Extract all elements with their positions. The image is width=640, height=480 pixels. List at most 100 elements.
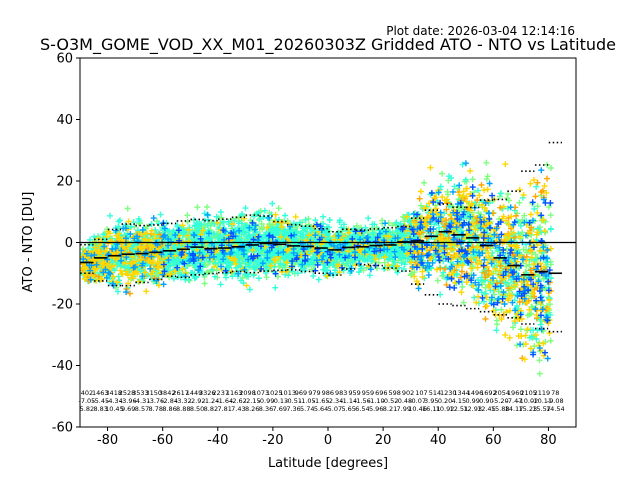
x-tick-label: -80 bbox=[97, 433, 118, 448]
bin-mean-label: -1.14 bbox=[340, 397, 357, 405]
bin-count-label: 2237 bbox=[212, 389, 229, 397]
bin-mean-label: -7.47 bbox=[506, 397, 523, 405]
bin-count-label: 2098 bbox=[239, 389, 256, 397]
bin-count-label: 1230 bbox=[440, 389, 457, 397]
bin-mean-label: 0.20 bbox=[438, 397, 452, 405]
bin-mean-label: -2.34 bbox=[326, 397, 343, 405]
bin-std-label: 15.23 bbox=[518, 405, 537, 413]
bin-mean-label: -4.31 bbox=[134, 397, 151, 405]
bin-count-label: 1163 bbox=[226, 389, 243, 397]
bin-mean-label: -9.08 bbox=[547, 397, 564, 405]
bin-mean-label: -0.99 bbox=[258, 397, 275, 405]
bin-mean-label: -4.34 bbox=[106, 397, 123, 405]
bin-std-label: 14.54 bbox=[546, 405, 565, 413]
bin-std-label: 12.51 bbox=[450, 405, 469, 413]
x-tick-label: 20 bbox=[375, 433, 392, 448]
bin-count-label: 983 bbox=[335, 389, 347, 397]
y-tick-label: -40 bbox=[52, 359, 73, 374]
bin-std-label: 5.64 bbox=[314, 405, 328, 413]
bin-count-label: 107 bbox=[415, 389, 427, 397]
bin-count-label: 959 bbox=[362, 389, 374, 397]
bin-mean-label: -1.10 bbox=[368, 397, 385, 405]
bin-std-label: 10.45 bbox=[105, 405, 124, 413]
y-tick-label: 20 bbox=[56, 175, 73, 190]
bin-std-label: 7.81 bbox=[217, 405, 231, 413]
bin-count-label: 1496 bbox=[467, 389, 484, 397]
bin-mean-label: -0.13 bbox=[271, 397, 288, 405]
bin-std-label: 10.46 bbox=[408, 405, 427, 413]
bin-count-label: 1344 bbox=[453, 389, 470, 397]
bin-std-label: 5.96 bbox=[369, 405, 383, 413]
bin-count-label: 3150 bbox=[146, 389, 163, 397]
bin-count-label: 3418 bbox=[105, 389, 122, 397]
x-tick-label: -40 bbox=[207, 433, 228, 448]
bin-count-label: 3326 bbox=[199, 389, 216, 397]
bin-count-label: 402 bbox=[81, 389, 93, 397]
bin-mean-label: -3.32 bbox=[175, 397, 192, 405]
bin-std-label: 8.57 bbox=[135, 405, 149, 413]
bin-std-label: 12.93 bbox=[463, 405, 482, 413]
bin-count-label: 1449 bbox=[186, 389, 203, 397]
bin-count-label: 1073 bbox=[253, 389, 270, 397]
x-tick-label: -60 bbox=[152, 433, 173, 448]
bin-count-label: 598 bbox=[388, 389, 400, 397]
bin-mean-label: -10.02 bbox=[517, 397, 538, 405]
x-tick-label: 40 bbox=[430, 433, 447, 448]
bin-std-label: 6.54 bbox=[355, 405, 369, 413]
bin-mean-label: -5.20 bbox=[492, 397, 509, 405]
bin-std-label: 8.82 bbox=[204, 405, 218, 413]
bin-mean-label: -2.92 bbox=[189, 397, 206, 405]
bin-mean-label: -5.45 bbox=[92, 397, 109, 405]
bin-std-label: 5.07 bbox=[328, 405, 342, 413]
bin-mean-label: -2.62 bbox=[230, 397, 247, 405]
bin-std-label: 7.99 bbox=[397, 405, 411, 413]
bin-std-label: 5.65 bbox=[341, 405, 355, 413]
bin-mean-label: 4.15 bbox=[452, 397, 466, 405]
bin-std-label: 5.82 bbox=[80, 405, 94, 413]
bin-mean-label: -3.96 bbox=[120, 397, 137, 405]
bin-count-label: 986 bbox=[322, 389, 334, 397]
bin-std-label: 7.43 bbox=[231, 405, 245, 413]
bin-std-label: 8.88 bbox=[176, 405, 190, 413]
bin-mean-label: -0.52 bbox=[382, 397, 399, 405]
x-tick-label: 0 bbox=[324, 433, 332, 448]
bin-std-label: 7.36 bbox=[286, 405, 300, 413]
bin-mean-label: -2.84 bbox=[161, 397, 178, 405]
bin-std-label: 14.17 bbox=[505, 405, 524, 413]
bin-count-label: 2528 bbox=[119, 389, 136, 397]
bin-std-label: 16.11 bbox=[422, 405, 441, 413]
bin-std-label: 8.36 bbox=[259, 405, 273, 413]
bin-count-label: 979 bbox=[308, 389, 320, 397]
bin-count-label: 2119 bbox=[534, 389, 551, 397]
bin-mean-label: -1.56 bbox=[354, 397, 371, 405]
bin-count-label: 514 bbox=[429, 389, 441, 397]
y-tick-label: 40 bbox=[56, 113, 73, 128]
bin-std-label: 15.57 bbox=[532, 405, 551, 413]
bin-mean-label: -0.07 bbox=[409, 397, 426, 405]
bin-count-label: 3533 bbox=[132, 389, 149, 397]
bin-mean-label: -7.05 bbox=[78, 397, 95, 405]
bin-mean-label: -1.05 bbox=[299, 397, 316, 405]
x-axis-label: Latitude [degrees] bbox=[268, 456, 388, 471]
bin-std-label: 10.92 bbox=[436, 405, 455, 413]
bin-count-label: 1025 bbox=[266, 389, 283, 397]
y-tick-label: -60 bbox=[52, 421, 73, 436]
bin-count-label: 959 bbox=[348, 389, 360, 397]
bin-std-label: 15.88 bbox=[491, 405, 510, 413]
bin-std-label: 8.86 bbox=[162, 405, 176, 413]
bin-std-label: 12.45 bbox=[477, 405, 496, 413]
bin-std-label: 7.69 bbox=[273, 405, 287, 413]
bin-std-label: 8.83 bbox=[93, 405, 107, 413]
bin-statistics bbox=[80, 141, 576, 333]
x-axis-ticks: -80 -60 -40 -20 0 20 40 60 80 bbox=[97, 427, 557, 448]
y-tick-label: 0 bbox=[65, 236, 73, 251]
bin-std-label: 5.74 bbox=[300, 405, 314, 413]
bin-mean-label: -3.76 bbox=[147, 397, 164, 405]
bin-count-label: 2105 bbox=[520, 389, 537, 397]
bin-mean-label: 0.99 bbox=[465, 397, 479, 405]
bin-std-label: 9.69 bbox=[121, 405, 135, 413]
bin-mean-label: 0.90 bbox=[479, 397, 493, 405]
bin-std-label: 8.26 bbox=[245, 405, 259, 413]
bin-count-label: 3842 bbox=[159, 389, 176, 397]
